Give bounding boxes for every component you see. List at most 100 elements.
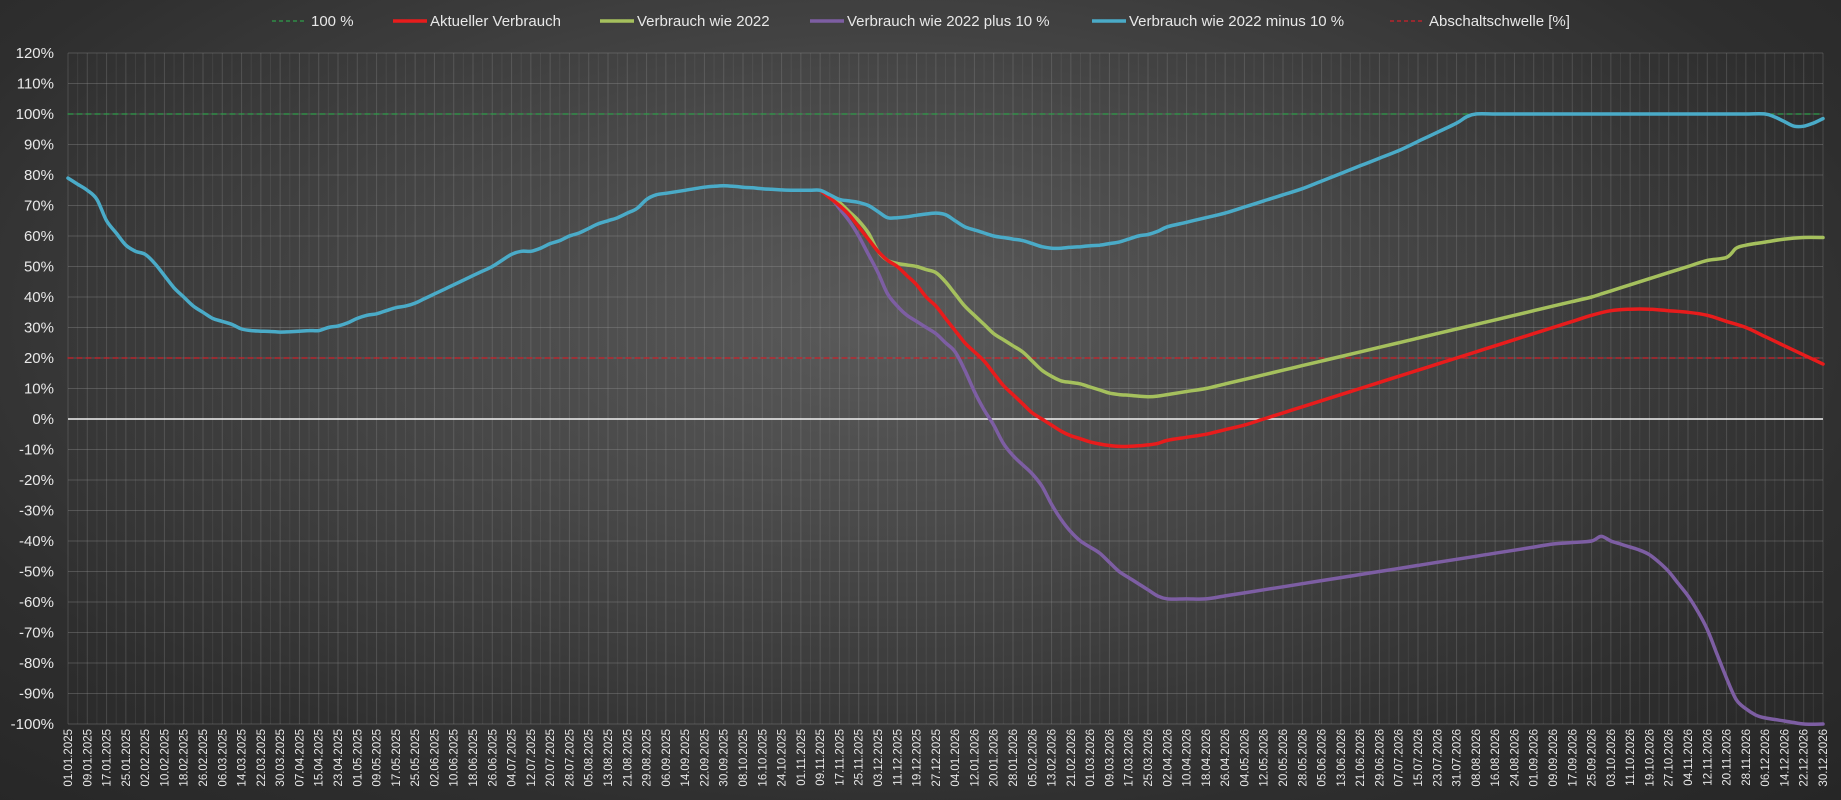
x-tick-label: 30.12.2026: [1818, 729, 1830, 787]
x-tick-label: 08.08.2026: [1471, 729, 1483, 787]
x-tick-label: 25.01.2025: [121, 729, 133, 787]
x-tick-label: 20.05.2026: [1278, 729, 1290, 787]
x-tick-label: 26.06.2025: [487, 729, 499, 787]
x-tick-label: 15.07.2026: [1413, 729, 1425, 787]
y-tick-label: 60%: [24, 228, 54, 245]
x-tick-label: 28.07.2025: [564, 729, 576, 787]
x-tick-label: 12.11.2026: [1702, 729, 1714, 786]
x-tick-label: 19.12.2025: [912, 729, 924, 787]
x-tick-label: 05.06.2026: [1317, 729, 1329, 787]
x-tick-label: 22.12.2026: [1799, 729, 1811, 787]
x-tick-label: 28.01.2026: [1008, 729, 1020, 787]
y-tick-label: 120%: [16, 45, 54, 62]
x-tick-label: 06.09.2025: [661, 729, 673, 787]
x-tick-label: 08.10.2025: [738, 729, 750, 787]
y-tick-label: 50%: [24, 259, 54, 276]
x-tick-label: 26.02.2025: [198, 729, 210, 787]
x-tick-label: 04.01.2026: [950, 729, 962, 787]
y-tick-label: -100%: [11, 716, 54, 733]
x-tick-label: 22.09.2025: [699, 729, 711, 787]
x-tick-label: 25.11.2025: [854, 729, 866, 786]
x-tick-label: 16.08.2026: [1490, 729, 1502, 787]
x-tick-label: 01.09.2026: [1529, 729, 1541, 787]
y-tick-label: 30%: [24, 320, 54, 337]
x-tick-label: 06.03.2025: [217, 729, 229, 787]
x-tick-label: 24.10.2025: [777, 729, 789, 787]
x-tick-label: 25.09.2026: [1587, 729, 1599, 787]
x-tick-label: 13.08.2025: [603, 729, 615, 787]
y-tick-label: -30%: [19, 503, 54, 520]
x-tick-label: 04.07.2025: [507, 729, 519, 787]
x-tick-label: 13.06.2026: [1336, 729, 1348, 787]
x-tick-label: 21.08.2025: [622, 729, 634, 787]
x-tick-label: 18.02.2025: [179, 729, 191, 787]
x-tick-label: 20.01.2026: [989, 729, 1001, 787]
y-tick-label: -10%: [19, 442, 54, 459]
x-tick-label: 01.05.2025: [352, 729, 364, 787]
y-tick-label: 10%: [24, 381, 54, 398]
x-tick-label: 02.04.2026: [1162, 729, 1174, 787]
x-tick-label: 06.12.2026: [1760, 729, 1772, 787]
y-tick-label: 0%: [32, 411, 54, 428]
x-tick-label: 21.06.2026: [1355, 729, 1367, 787]
x-tick-label: 01.11.2025: [796, 729, 808, 786]
x-tick-label: 22.03.2025: [256, 729, 268, 787]
series-line-verbrauch-wie-2022-minus-10: [66, 112, 1825, 334]
x-tick-label: 10.02.2025: [159, 729, 171, 787]
x-tick-label: 14.03.2025: [237, 729, 249, 787]
legend-label: Abschaltschwelle [%]: [1429, 13, 1570, 30]
x-tick-label: 20.07.2025: [545, 729, 557, 787]
legend-label: Aktueller Verbrauch: [430, 13, 561, 30]
series-line-aktueller-verbrauch: [818, 188, 1825, 449]
x-tick-label: 25.05.2025: [410, 729, 422, 787]
x-tick-label: 21.02.2026: [1066, 729, 1078, 787]
x-tick-label: 13.02.2026: [1047, 729, 1059, 787]
y-tick-label: -20%: [19, 472, 54, 489]
x-tick-label: 17.01.2025: [102, 729, 114, 787]
x-tick-label: 17.11.2025: [834, 729, 846, 786]
x-tick-label: 29.08.2025: [642, 729, 654, 787]
legend-label: 100 %: [311, 13, 354, 30]
series-line-verbrauch-wie-2022: [818, 188, 1825, 399]
y-tick-label: 100%: [16, 106, 54, 123]
x-tick-label: 07.04.2025: [294, 729, 306, 787]
x-tick-label: 03.10.2026: [1606, 729, 1618, 787]
x-tick-label: 07.07.2026: [1394, 729, 1406, 787]
x-tick-label: 12.07.2025: [526, 729, 538, 787]
y-tick-label: -70%: [19, 625, 54, 642]
x-tick-label: 30.09.2025: [719, 729, 731, 787]
x-tick-label: 12.05.2026: [1259, 729, 1271, 787]
chart-grid: [67, 52, 1824, 725]
x-tick-label: 24.08.2026: [1509, 729, 1521, 787]
x-tick-label: 17.05.2025: [391, 729, 403, 787]
x-tick-label: 23.07.2026: [1432, 729, 1444, 787]
x-tick-label: 25.03.2026: [1143, 729, 1155, 787]
legend-item-verbrauch-wie-2022: Verbrauch wie 2022: [600, 13, 770, 30]
legend-item-verbrauch-wie-2022-minus-10: Verbrauch wie 2022 minus 10 %: [1092, 13, 1344, 30]
legend-label: Verbrauch wie 2022 minus 10 %: [1129, 13, 1344, 30]
x-tick-label: 16.10.2025: [757, 729, 769, 787]
x-tick-label: 01.01.2025: [63, 729, 75, 787]
y-tick-label: 90%: [24, 137, 54, 154]
y-tick-label: -80%: [19, 655, 54, 672]
x-tick-label: 15.04.2025: [314, 729, 326, 787]
legend-label: Verbrauch wie 2022 plus 10 %: [847, 13, 1050, 30]
y-tick-label: -90%: [19, 686, 54, 703]
y-axis-ticks: -100% -90% -80% -70% -60% -50% -40% -30% -20% -10…: [11, 45, 54, 733]
x-tick-label: 31.07.2026: [1452, 729, 1464, 787]
x-tick-label: 29.06.2026: [1374, 729, 1386, 787]
y-tick-label: -40%: [19, 533, 54, 550]
x-tick-label: 17.09.2026: [1567, 729, 1579, 787]
x-tick-label: 20.11.2026: [1722, 729, 1734, 786]
x-tick-label: 23.04.2025: [333, 729, 345, 787]
x-tick-label: 09.03.2026: [1104, 729, 1116, 787]
x-tick-label: 11.12.2025: [892, 729, 904, 786]
x-axis-ticks: 01.01.2025 09.01.2025 17.01.2025 25.01.2025…: [63, 729, 1830, 787]
series-line-verbrauch-wie-2022-plus-10: [818, 188, 1825, 726]
legend-item-100: 100 %: [272, 13, 354, 30]
x-tick-label: 10.06.2025: [449, 729, 461, 787]
x-tick-label: 05.08.2025: [584, 729, 596, 787]
legend-item-verbrauch-wie-2022-plus-10: Verbrauch wie 2022 plus 10 %: [810, 13, 1050, 30]
y-tick-label: 20%: [24, 350, 54, 367]
x-tick-label: 17.03.2026: [1124, 729, 1136, 787]
